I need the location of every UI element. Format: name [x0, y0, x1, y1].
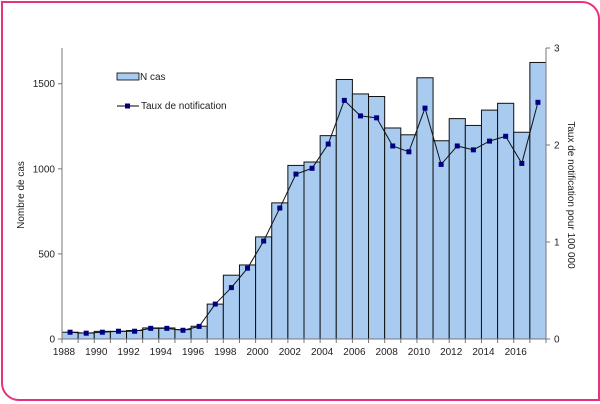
x-tick-label: 2012	[440, 347, 463, 358]
rate-point-1988	[67, 329, 73, 335]
rate-point-2001	[277, 205, 283, 211]
rate-point-1993	[148, 325, 154, 331]
rate-point-2015	[503, 133, 509, 139]
x-tick-label: 2006	[343, 347, 366, 358]
rate-point-2014	[487, 138, 493, 144]
x-tick-label: 2000	[246, 347, 269, 358]
y-tick-label: 0	[49, 335, 55, 346]
rate-point-2012	[454, 143, 460, 149]
bar-2002	[287, 164, 305, 340]
rate-point-2006	[357, 113, 363, 119]
x-tick-label: 1996	[182, 347, 205, 358]
rate-point-1990	[99, 329, 105, 335]
x-tick-label: 1998	[214, 347, 237, 358]
y-axis-label: Nombre de cas	[16, 161, 27, 229]
bar-2000	[255, 236, 273, 340]
rate-point-2011	[438, 161, 444, 167]
bar-2008	[384, 127, 402, 340]
x-tick-label: 2016	[505, 347, 528, 358]
y-tick-label: 1500	[33, 79, 56, 90]
rate-point-2002	[293, 171, 299, 177]
bar-2005	[335, 78, 353, 340]
x-tick-label: 2004	[311, 347, 334, 358]
bar-2004	[319, 135, 337, 340]
legend: N cas Taux de notification	[116, 72, 227, 112]
rate-point-1994	[164, 325, 170, 331]
bar-2013	[464, 124, 482, 340]
x-tick-label: 1988	[53, 347, 76, 358]
legend-marker	[125, 103, 130, 109]
y-tick-label-right: 0	[554, 335, 560, 346]
bar-2011	[432, 140, 450, 340]
legend-label-line: Taux de notification	[141, 101, 227, 112]
rate-point-2003	[309, 165, 315, 171]
x-tick-label: 2002	[279, 347, 302, 358]
rate-point-1992	[132, 328, 138, 334]
bar-1997	[206, 303, 224, 340]
rate-point-2013	[470, 147, 476, 153]
rate-point-1997	[212, 301, 218, 307]
legend-swatch-bars	[116, 72, 140, 81]
bar-2007	[368, 96, 386, 340]
rate-point-2000	[261, 238, 267, 244]
bar-2010	[416, 77, 434, 340]
rate-point-1998	[228, 285, 234, 291]
bar-2001	[271, 202, 289, 340]
x-tick-label: 1994	[150, 347, 173, 358]
x-tick-label: 1992	[117, 347, 140, 358]
x-tick-label: 2008	[376, 347, 399, 358]
rate-point-2016	[519, 160, 525, 166]
rate-point-1995	[180, 327, 186, 333]
bar-2003	[303, 161, 321, 340]
x-tick-label: 2014	[472, 347, 495, 358]
x-tick-label: 1990	[85, 347, 108, 358]
bar-2006	[351, 93, 370, 340]
rate-point-2004	[325, 141, 331, 147]
rate-point-1999	[245, 265, 251, 271]
y-tick-label-right: 1	[554, 238, 560, 249]
y-tick-label-right: 2	[554, 141, 560, 152]
rate-point-2009	[406, 149, 412, 155]
bar-1998	[222, 274, 240, 340]
rate-point-1996	[196, 323, 202, 329]
rate-point-2008	[390, 143, 396, 149]
bar-2009	[400, 134, 418, 340]
legend-label-bars: N cas	[140, 72, 166, 83]
y-tick-label: 1000	[33, 164, 56, 175]
rate-point-2007	[374, 115, 380, 121]
rate-point-2010	[422, 105, 428, 111]
y-tick-label-right: 3	[554, 44, 560, 55]
rate-point-1991	[115, 328, 121, 334]
rate-point-2005	[341, 97, 347, 103]
rate-point-2017	[535, 99, 541, 105]
y-tick-label: 500	[38, 249, 55, 260]
rate-line	[70, 99, 539, 334]
y-axis-label-right: Taux de notification pour 100 000	[565, 121, 576, 269]
x-tick-label: 2010	[408, 347, 431, 358]
bar-1999	[238, 264, 257, 340]
rate-point-1989	[83, 330, 89, 336]
